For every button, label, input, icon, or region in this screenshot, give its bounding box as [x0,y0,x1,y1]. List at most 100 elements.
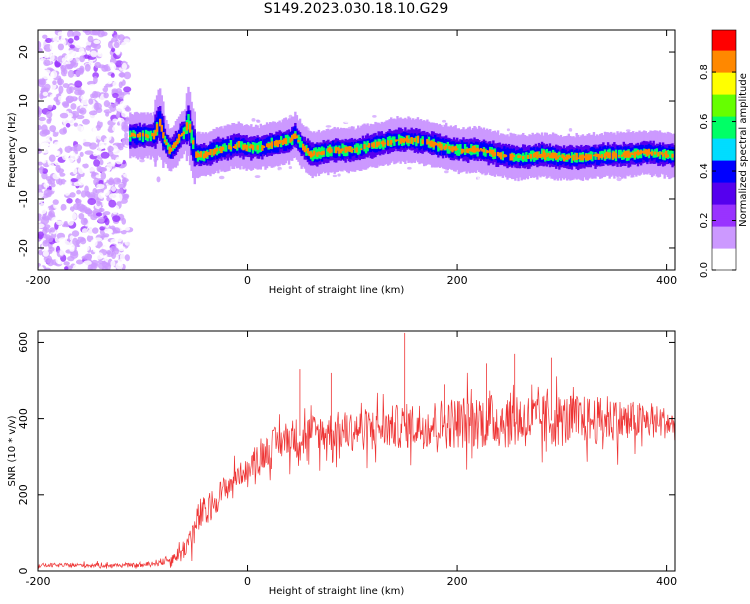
ridge-cell [429,140,432,147]
colorbar-cell [712,234,736,237]
ridge-cell [520,154,523,161]
scatter-point [261,118,266,123]
ridge-cell [297,134,300,144]
noise-speckle [89,114,97,120]
ridge-cell [610,147,613,164]
ridge-cell [207,152,211,156]
ridge-cell [672,147,675,163]
ridge-cell [344,146,347,153]
ridge-cell [622,152,626,156]
ridge-cell [237,140,240,148]
ridge-cell [603,153,607,159]
ridge-cell [407,138,410,144]
scatter-point [469,174,474,179]
noise-speckle [106,163,112,171]
ridge-cell [269,143,272,146]
ridge-cell [599,151,602,158]
ridge-cell [540,153,544,157]
noise-speckle [93,75,98,84]
ridge-cell [240,141,244,150]
noise-speckle [116,107,126,112]
ridge-cell [325,148,328,157]
noise-speckle [112,227,121,234]
noise-speckle [85,45,92,51]
bottom-x-tick-label: -200 [26,575,51,588]
ridge-cell [317,151,321,154]
noise-speckle [79,237,87,245]
scatter-point [639,179,645,185]
noise-speckle [48,210,55,218]
ridge-cell [569,149,572,167]
ridge-cell [281,139,284,146]
noise-speckle [95,252,104,260]
bottom-y-tick-label: 600 [17,332,30,353]
colorbar-cell [712,46,736,49]
noise-speckle [64,63,74,70]
ridge-cell [229,146,233,150]
noise-speckle [78,267,87,270]
ridge-cell [330,148,333,153]
scatter-point [337,173,341,177]
ridge-cell [193,135,196,161]
noise-speckle [63,261,70,266]
noise-speckle [79,151,84,157]
ridge-cell [621,154,624,157]
top-x-tick-label: 400 [656,274,677,287]
ridge-cell [555,152,558,160]
scatter-point [354,171,360,175]
scatter-point [139,159,145,163]
ridge-cell [162,132,165,139]
ridge-cell [663,152,666,155]
ridge-cell [335,147,338,154]
bottom-y-tick-label: 0 [17,568,30,575]
colorbar-cell [712,190,736,193]
ridge-cell [418,133,421,151]
noise-speckle [111,37,118,43]
ridge-cell [261,145,264,151]
colorbar-cell [712,268,736,271]
noise-speckle [82,118,90,125]
noise-speckle [44,206,50,212]
ridge-cell [272,134,275,153]
ridge-cell [578,155,582,160]
ridge-cell [181,133,184,136]
noise-speckle [41,156,47,164]
noise-speckle [84,253,93,260]
noise-speckle [124,254,130,262]
ridge-cell [487,150,490,153]
noise-speckle [48,80,54,86]
colorbar-cell [712,244,736,247]
ridge-cell [581,154,585,161]
ridge-cell [654,151,657,155]
ridge-cell [456,148,459,150]
ridge-cell [372,142,376,149]
ridge-cell [471,145,475,153]
ridge-cell [229,140,233,152]
noise-speckle [57,43,65,51]
noise-speckle [79,55,86,63]
ridge-cell [440,143,443,151]
ridge-cell [463,144,467,155]
ridge-cell [375,141,379,148]
ridge-cell [220,146,223,154]
noise-speckle [115,262,124,270]
colorbar-cell [712,126,736,129]
ridge-cell [231,140,234,154]
ridge-cell [166,142,170,150]
noise-speckle [90,239,98,247]
noise-speckle [125,116,130,122]
ridge-cell [179,127,182,141]
top-y-tick-label: 0 [17,147,30,154]
noise-speckle [107,179,115,185]
ridge-cell [313,150,316,156]
ridge-cell [533,153,536,158]
noise-speckle [66,112,73,118]
bottom-y-tick-label: 200 [17,484,30,505]
ridge-cell [143,126,146,144]
ridge-cell [484,148,487,157]
ridge-cell [380,141,383,145]
noise-speckle [38,116,46,122]
ridge-cell [316,152,319,157]
noise-speckle [57,139,65,147]
noise-speckle [112,92,119,99]
